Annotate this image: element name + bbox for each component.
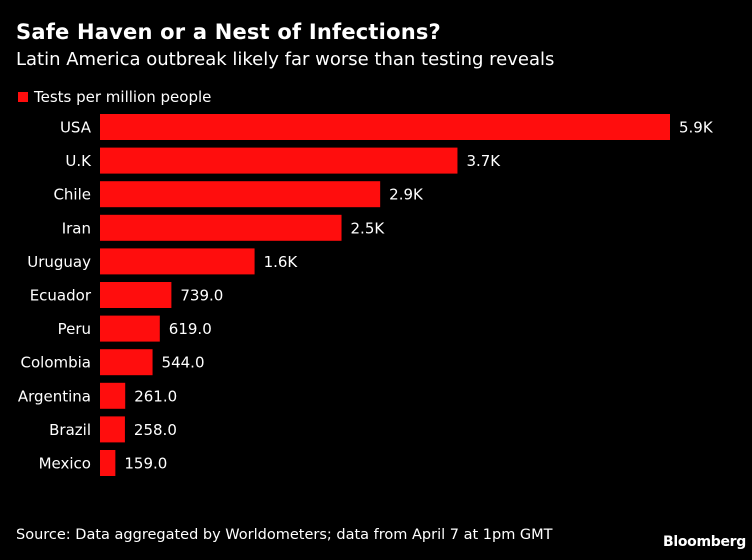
- bar-iran: [100, 214, 342, 241]
- category-label: Brazil: [49, 421, 91, 439]
- category-label: U.K: [65, 152, 92, 170]
- bar-uruguay: [100, 248, 255, 275]
- value-label: 544.0: [162, 354, 205, 372]
- legend-swatch: [18, 92, 28, 102]
- value-label: 159.0: [124, 455, 167, 473]
- category-label: Uruguay: [27, 253, 91, 271]
- value-label: 1.6K: [264, 253, 299, 271]
- bar-usa: [100, 114, 670, 140]
- bar-chart: USA 5.9K U.K 3.7K Chile 2.9K Iran 2.5K Uruguay 1.…: [18, 114, 714, 476]
- category-label: USA: [60, 119, 92, 137]
- brand-logo: Bloomberg: [662, 534, 746, 550]
- value-label: 739.0: [180, 287, 223, 305]
- value-label: 258.0: [134, 421, 177, 439]
- value-label: 2.9K: [389, 186, 424, 204]
- category-label: Ecuador: [30, 287, 92, 305]
- bar-colombia: [100, 349, 153, 376]
- value-label: 619.0: [169, 320, 212, 338]
- value-label: 5.9K: [679, 119, 714, 137]
- source-note: Source: Data aggregated by Worldometers;…: [16, 527, 553, 543]
- bar-u-k: [100, 147, 458, 174]
- legend-label: Tests per million people: [34, 88, 212, 106]
- bar-peru: [100, 315, 160, 342]
- value-label: 2.5K: [351, 219, 386, 237]
- bar-argentina: [100, 382, 126, 409]
- chart-subtitle: Latin America outbreak likely far worse …: [16, 49, 555, 70]
- category-label: Peru: [58, 320, 91, 338]
- bar-chile: [100, 181, 381, 208]
- value-label: 261.0: [134, 387, 177, 405]
- category-label: Iran: [62, 219, 91, 237]
- value-label: 3.7K: [466, 152, 501, 170]
- bar-brazil: [100, 416, 125, 443]
- legend: Tests per million people: [18, 88, 211, 106]
- category-label: Chile: [53, 186, 91, 204]
- category-label: Colombia: [21, 354, 92, 372]
- category-label: Mexico: [39, 455, 91, 473]
- bar-mexico: [100, 450, 116, 476]
- chart-title: Safe Haven or a Nest of Infections?: [16, 20, 441, 44]
- category-label: Argentina: [18, 387, 91, 405]
- bar-ecuador: [100, 282, 172, 308]
